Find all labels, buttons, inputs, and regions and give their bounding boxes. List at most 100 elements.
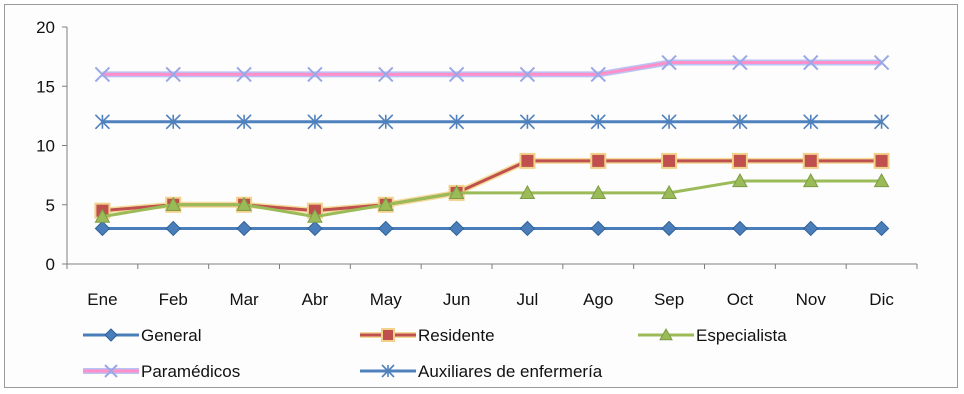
legend: General Residente Especialista Paramédicos A… [83,326,787,381]
data-point [94,114,110,130]
data-point [873,152,890,169]
data-point [874,114,890,130]
data-point [873,220,890,237]
data-point [519,184,536,199]
y-tick-label: 10 [36,137,55,156]
data-point [803,220,819,237]
data-point [448,184,465,199]
x-tick-label: Jul [517,290,539,309]
data-point [236,114,252,130]
data-point [732,54,748,71]
x-tick-label: Ene [87,290,117,309]
y-tick-label: 15 [36,77,55,96]
data-point [803,114,819,130]
chart-frame: 0 5 10 15 20 Ene Feb Mar Abr May Jun Jul Ago Sep Oct No… [4,4,958,388]
series-especialista [94,173,890,223]
data-point [803,54,819,71]
data-point [449,114,465,130]
x-tick-label: Ago [583,290,613,309]
data-point [802,173,819,188]
x-tick-label: Abr [302,290,329,309]
legend-label: Especialista [696,326,787,345]
legend-marker [659,327,673,341]
data-point [378,220,394,237]
x-tick-label: Dic [869,290,894,309]
series-residente [94,152,890,219]
data-point [94,208,111,223]
legend-item: Auxiliares de enfermería [360,362,603,381]
data-point [307,114,323,130]
data-point [307,220,323,237]
data-point [236,196,252,211]
data-point [661,152,678,169]
x-tick-label: Sep [654,290,684,309]
x-tick-label: Feb [159,290,188,309]
data-point [732,114,748,130]
y-tick-label: 0 [46,255,55,274]
legend-item: Residente [360,326,495,345]
x-tick-label: May [370,290,403,309]
data-point [519,220,536,237]
data-point [661,184,677,199]
data-point [590,114,606,130]
data-point [590,184,607,199]
data-point [377,196,394,211]
data-point [590,152,607,169]
series-paramédicos [94,54,890,83]
data-point [873,173,890,188]
data-point [732,173,748,188]
data-point [661,54,677,71]
legend-label: Paramédicos [141,362,240,381]
line-chart: 0 5 10 15 20 Ene Feb Mar Abr May Jun Jul Ago Sep Oct No… [36,18,918,381]
series-line-halo [102,59,882,78]
data-point [731,152,748,169]
legend-marker [381,328,395,342]
legend-marker [104,328,118,342]
data-point [378,66,394,83]
data-point [802,152,819,169]
y-tick-label: 5 [46,196,55,215]
data-point [94,66,111,83]
x-tick-label: Jun [443,290,470,309]
data-point [448,66,465,83]
data-point [165,220,181,237]
series-line-halo [102,157,882,214]
data-point [307,66,323,83]
y-tick-label: 20 [36,18,55,37]
data-point [873,54,890,71]
legend-label: Residente [418,326,495,345]
data-point [519,66,536,83]
legend-item: Paramédicos [83,362,240,381]
data-point [378,114,394,130]
series-auxiliares-de-enfermería [94,114,890,130]
legend-label: Auxiliares de enfermería [418,362,603,381]
data-point [236,220,252,237]
data-point [236,66,252,83]
data-point [448,220,465,237]
series-general [94,220,890,237]
data-point [732,220,748,237]
legend-marker [104,364,118,378]
data-point [165,114,181,130]
data-point [165,196,182,211]
data-point [519,114,535,130]
legend-item: General [83,326,201,345]
data-point [165,66,181,83]
legend-label: General [141,326,201,345]
legend-marker [381,364,395,378]
data-point [307,208,323,223]
legend-item: Especialista [638,326,787,345]
data-point [590,66,606,83]
x-tick-label: Mar [229,290,259,309]
data-point [94,220,111,237]
series-layer [94,54,890,237]
series-line [102,61,882,76]
data-point [519,152,536,169]
x-tick-label: Oct [727,290,754,309]
series-line [102,179,882,219]
axes: 0 5 10 15 20 Ene Feb Mar Abr May Jun Jul Ago Sep Oct No… [36,18,918,309]
x-tick-label: Nov [796,290,827,309]
data-point [661,220,677,237]
data-point [661,114,677,130]
data-point [590,220,606,237]
